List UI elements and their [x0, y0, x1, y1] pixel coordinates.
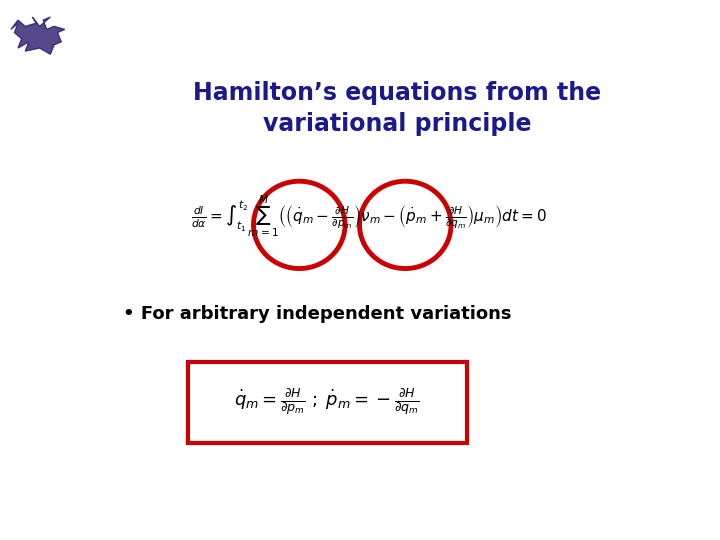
Text: Hamilton’s equations from the
variational principle: Hamilton’s equations from the variationa…	[193, 82, 601, 136]
FancyBboxPatch shape	[188, 362, 467, 443]
Polygon shape	[11, 17, 65, 54]
Text: • For arbitrary independent variations: • For arbitrary independent variations	[124, 305, 512, 323]
Text: $\dot{q}_m = \frac{\partial H}{\partial p_m}\;;\;\dot{p}_m = -\frac{\partial H}{: $\dot{q}_m = \frac{\partial H}{\partial …	[235, 387, 420, 418]
Text: $\frac{dI}{d\alpha} = \int_{t_1}^{t_2} \sum_{m=1}^{M} \left( \left( \dot{q}_m - : $\frac{dI}{d\alpha} = \int_{t_1}^{t_2} \…	[191, 194, 547, 239]
